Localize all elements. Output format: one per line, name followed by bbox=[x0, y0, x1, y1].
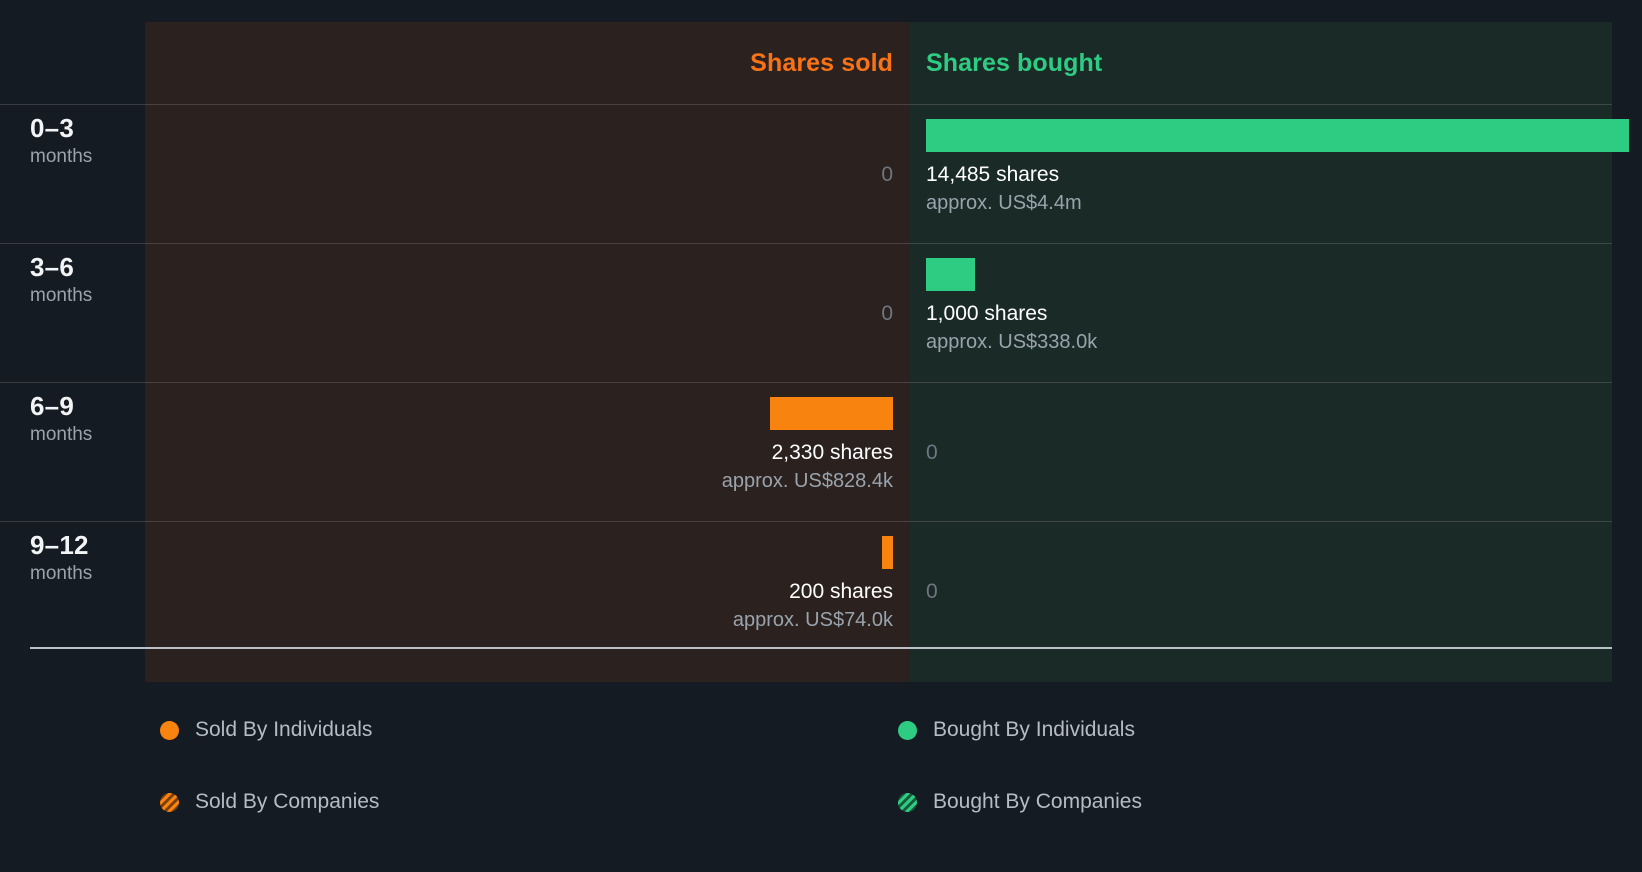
bought-bar[interactable] bbox=[926, 258, 975, 291]
legend-item-bought-by-companies[interactable]: Bought By Companies bbox=[898, 766, 1598, 838]
bought-value-label: 14,485 shares bbox=[926, 163, 1060, 186]
row-period-range: 3–6 bbox=[30, 252, 74, 282]
shares-bought-header: Shares bought bbox=[926, 48, 1103, 77]
legend-item-bought-by-individuals[interactable]: Bought By Individuals bbox=[898, 694, 1598, 766]
row-period-unit: months bbox=[30, 146, 93, 168]
row-period-unit: months bbox=[30, 285, 93, 307]
bought-bar[interactable] bbox=[926, 119, 1629, 152]
row-period-range: 6–9 bbox=[30, 391, 74, 421]
row-bought-cell[interactable]: 0 bbox=[909, 522, 1612, 646]
bought-zero-label: 0 bbox=[926, 580, 938, 603]
row-period-label: 6–9 months bbox=[30, 383, 145, 450]
bought-value-label: 1,000 shares bbox=[926, 302, 1048, 325]
legend-label: Bought By Companies bbox=[933, 790, 1142, 813]
orange-solid-circle-icon bbox=[160, 720, 179, 740]
row-bought-cell[interactable]: 14,485 shares approx. US$4.4m bbox=[909, 105, 1629, 243]
chart-legend: Sold By Individuals Sold By Companies Bo… bbox=[0, 694, 1642, 864]
shares-sold-header: Shares sold bbox=[750, 48, 893, 77]
table-row: 3–6 months 0 1,000 shares approx. US$338… bbox=[0, 243, 1612, 382]
row-period-label: 0–3 months bbox=[30, 105, 145, 172]
table-row: 9–12 months 200 shares approx. US$74.0k … bbox=[0, 521, 1612, 649]
legend-item-sold-by-companies[interactable]: Sold By Companies bbox=[160, 766, 860, 838]
legend-label: Sold By Individuals bbox=[195, 718, 373, 741]
sold-bar[interactable] bbox=[882, 536, 893, 569]
chart-header: Shares sold Shares bought bbox=[145, 22, 1612, 104]
row-bought-cell[interactable]: 0 bbox=[909, 383, 1612, 521]
table-row: 0–3 months 0 14,485 shares approx. US$4.… bbox=[0, 104, 1629, 243]
sold-zero-label: 0 bbox=[881, 302, 893, 325]
row-sold-cell[interactable]: 200 shares approx. US$74.0k bbox=[145, 522, 909, 646]
row-period-unit: months bbox=[30, 563, 93, 585]
chart-plot-area: Shares sold Shares bought 0–3 months 0 1… bbox=[0, 22, 1629, 682]
row-sold-cell[interactable]: 2,330 shares approx. US$828.4k bbox=[145, 383, 909, 521]
green-hatched-circle-icon bbox=[898, 792, 917, 812]
row-period-unit: months bbox=[30, 424, 93, 446]
sold-approx-label: approx. US$828.4k bbox=[721, 470, 893, 492]
row-period-label: 3–6 months bbox=[30, 244, 145, 311]
sold-zero-label: 0 bbox=[881, 163, 893, 186]
legend-column-bought: Bought By Individuals Bought By Companie… bbox=[898, 694, 1598, 838]
green-solid-circle-icon bbox=[898, 720, 917, 740]
legend-item-sold-by-individuals[interactable]: Sold By Individuals bbox=[160, 694, 860, 766]
row-period-label: 9–12 months bbox=[30, 522, 145, 589]
legend-column-sold: Sold By Individuals Sold By Companies bbox=[160, 694, 860, 838]
bought-approx-label: approx. US$338.0k bbox=[926, 331, 1098, 353]
legend-label: Sold By Companies bbox=[195, 790, 380, 813]
table-row: 6–9 months 2,330 shares approx. US$828.4… bbox=[0, 382, 1612, 521]
row-sold-cell[interactable]: 0 bbox=[145, 244, 909, 382]
row-period-range: 9–12 bbox=[30, 530, 89, 560]
legend-label: Bought By Individuals bbox=[933, 718, 1135, 741]
sold-value-label: 200 shares bbox=[789, 580, 893, 603]
sold-bar[interactable] bbox=[770, 397, 893, 430]
shares-sold-pane-background bbox=[145, 22, 909, 682]
sold-value-label: 2,330 shares bbox=[771, 441, 893, 464]
row-bought-cell[interactable]: 1,000 shares approx. US$338.0k bbox=[909, 244, 1612, 382]
chart-rows: 0–3 months 0 14,485 shares approx. US$4.… bbox=[0, 104, 1629, 682]
row-sold-cell[interactable]: 0 bbox=[145, 105, 909, 243]
chart-baseline-axis bbox=[30, 647, 1612, 649]
row-period-range: 0–3 bbox=[30, 113, 74, 143]
orange-hatched-circle-icon bbox=[160, 792, 179, 812]
sold-approx-label: approx. US$74.0k bbox=[732, 609, 893, 631]
bought-zero-label: 0 bbox=[926, 441, 938, 464]
bought-approx-label: approx. US$4.4m bbox=[926, 192, 1082, 214]
